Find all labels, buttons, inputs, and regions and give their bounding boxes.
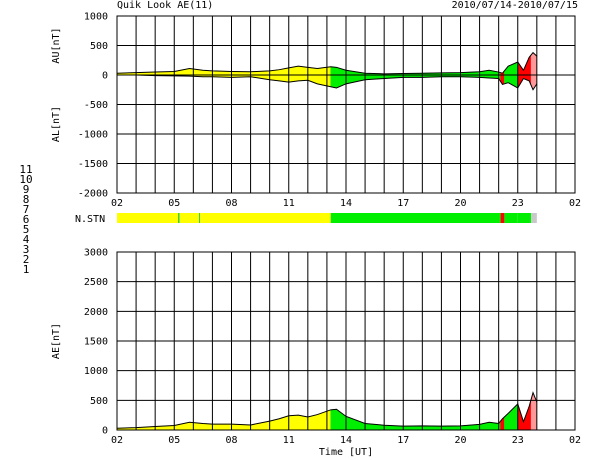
y-tick-label: 500 [90,396,108,407]
y-tick-label: 1000 [84,366,108,377]
data-layer [117,51,538,91]
y-tick-label: 1500 [84,337,108,348]
x-tick-label: 02 [111,435,123,446]
series-line-1 [117,391,538,429]
legend-item: 3 [23,243,30,256]
x-tick-label: 17 [397,198,409,209]
stn-segment [517,213,532,223]
x-tick-label: 23 [512,198,524,209]
legend-item: 6 [23,213,30,226]
y-tick-label: 0 [102,426,108,437]
area-fill-segment [502,74,505,85]
x-axis-label: Time [UT] [319,447,373,458]
y-tick-label: -1000 [78,130,108,141]
stn-segment [199,213,201,223]
x-tick-label: 02 [569,198,581,209]
area-fill-segment [507,74,518,89]
x-tick-label: 02 [111,198,123,209]
series-line-1 [117,51,538,75]
legend-item: 2 [23,253,30,266]
legend-item: 7 [23,203,30,216]
area-fill-segment [345,415,366,430]
area-fill-segment [330,66,337,76]
x-tick-label: 11 [283,198,295,209]
stn-label: N.STN [75,214,105,225]
y-tick-label: 500 [90,41,108,52]
plot-frame [116,15,576,194]
legend-item: 11 [19,163,32,176]
stn-segment [330,213,501,223]
x-tick-label: 14 [340,435,352,446]
y-tick-label: 3000 [84,248,108,259]
area-fill-segment [288,414,299,430]
x-tick-label: 02 [569,435,581,446]
legend-item: 10 [19,173,32,186]
legend-item: 4 [23,233,30,246]
stn-segment [531,213,537,223]
y-axis-label-au: AU[nT] [51,27,62,63]
station-count-bar: N.STN [75,213,537,225]
y-axis-label-ae: AE[nT] [51,323,62,359]
y-tick-label: 2000 [84,307,108,318]
x-tick-label: 05 [168,435,180,446]
stn-segment [178,213,180,223]
chart-title: Quik Look AE(11) [117,0,214,11]
area-fill-segment [298,414,309,430]
x-tick-label: 20 [454,198,466,209]
y-tick-label: 1000 [84,12,108,23]
stn-segment [504,213,518,223]
legend-item: 8 [23,193,30,206]
x-tick-label: 11 [283,435,295,446]
area-fill-segment [507,403,518,430]
plot-frame [116,251,576,431]
stn-segment [179,213,200,223]
series-line-2 [117,74,538,91]
y-axis-label-al: AL[nT] [51,106,62,142]
area-fill-segment [212,423,232,430]
area-fill-segment [317,409,331,430]
stn-segment [117,213,179,223]
x-tick-label: 08 [225,435,237,446]
legend-item: 1 [23,263,30,276]
x-tick-label: 08 [225,198,237,209]
x-tick-label: 14 [340,198,352,209]
y-tick-label: 2500 [84,277,108,288]
area-fill-segment [528,54,532,76]
y-tick-label: 0 [102,71,108,82]
data-layer [117,391,538,430]
area-fill-segment [330,74,337,89]
area-fill-segment [530,51,534,76]
y-tick-label: -1500 [78,159,108,170]
legend-item: 9 [23,183,30,196]
y-tick-label: -500 [84,100,108,111]
x-tick-label: 23 [512,435,524,446]
area-fill-segment [330,408,337,430]
x-tick-label: 05 [168,198,180,209]
stn-segment [200,213,331,223]
stn-segment [500,213,505,223]
legend-item: 5 [23,223,30,236]
x-tick-label: 17 [397,435,409,446]
x-tick-label: 20 [454,435,466,446]
area-fill-segment [345,74,366,85]
date-range: 2010/07/14-2010/07/15 [451,0,578,11]
area-fill-segment [250,420,270,430]
y-tick-label: -2000 [78,189,108,200]
